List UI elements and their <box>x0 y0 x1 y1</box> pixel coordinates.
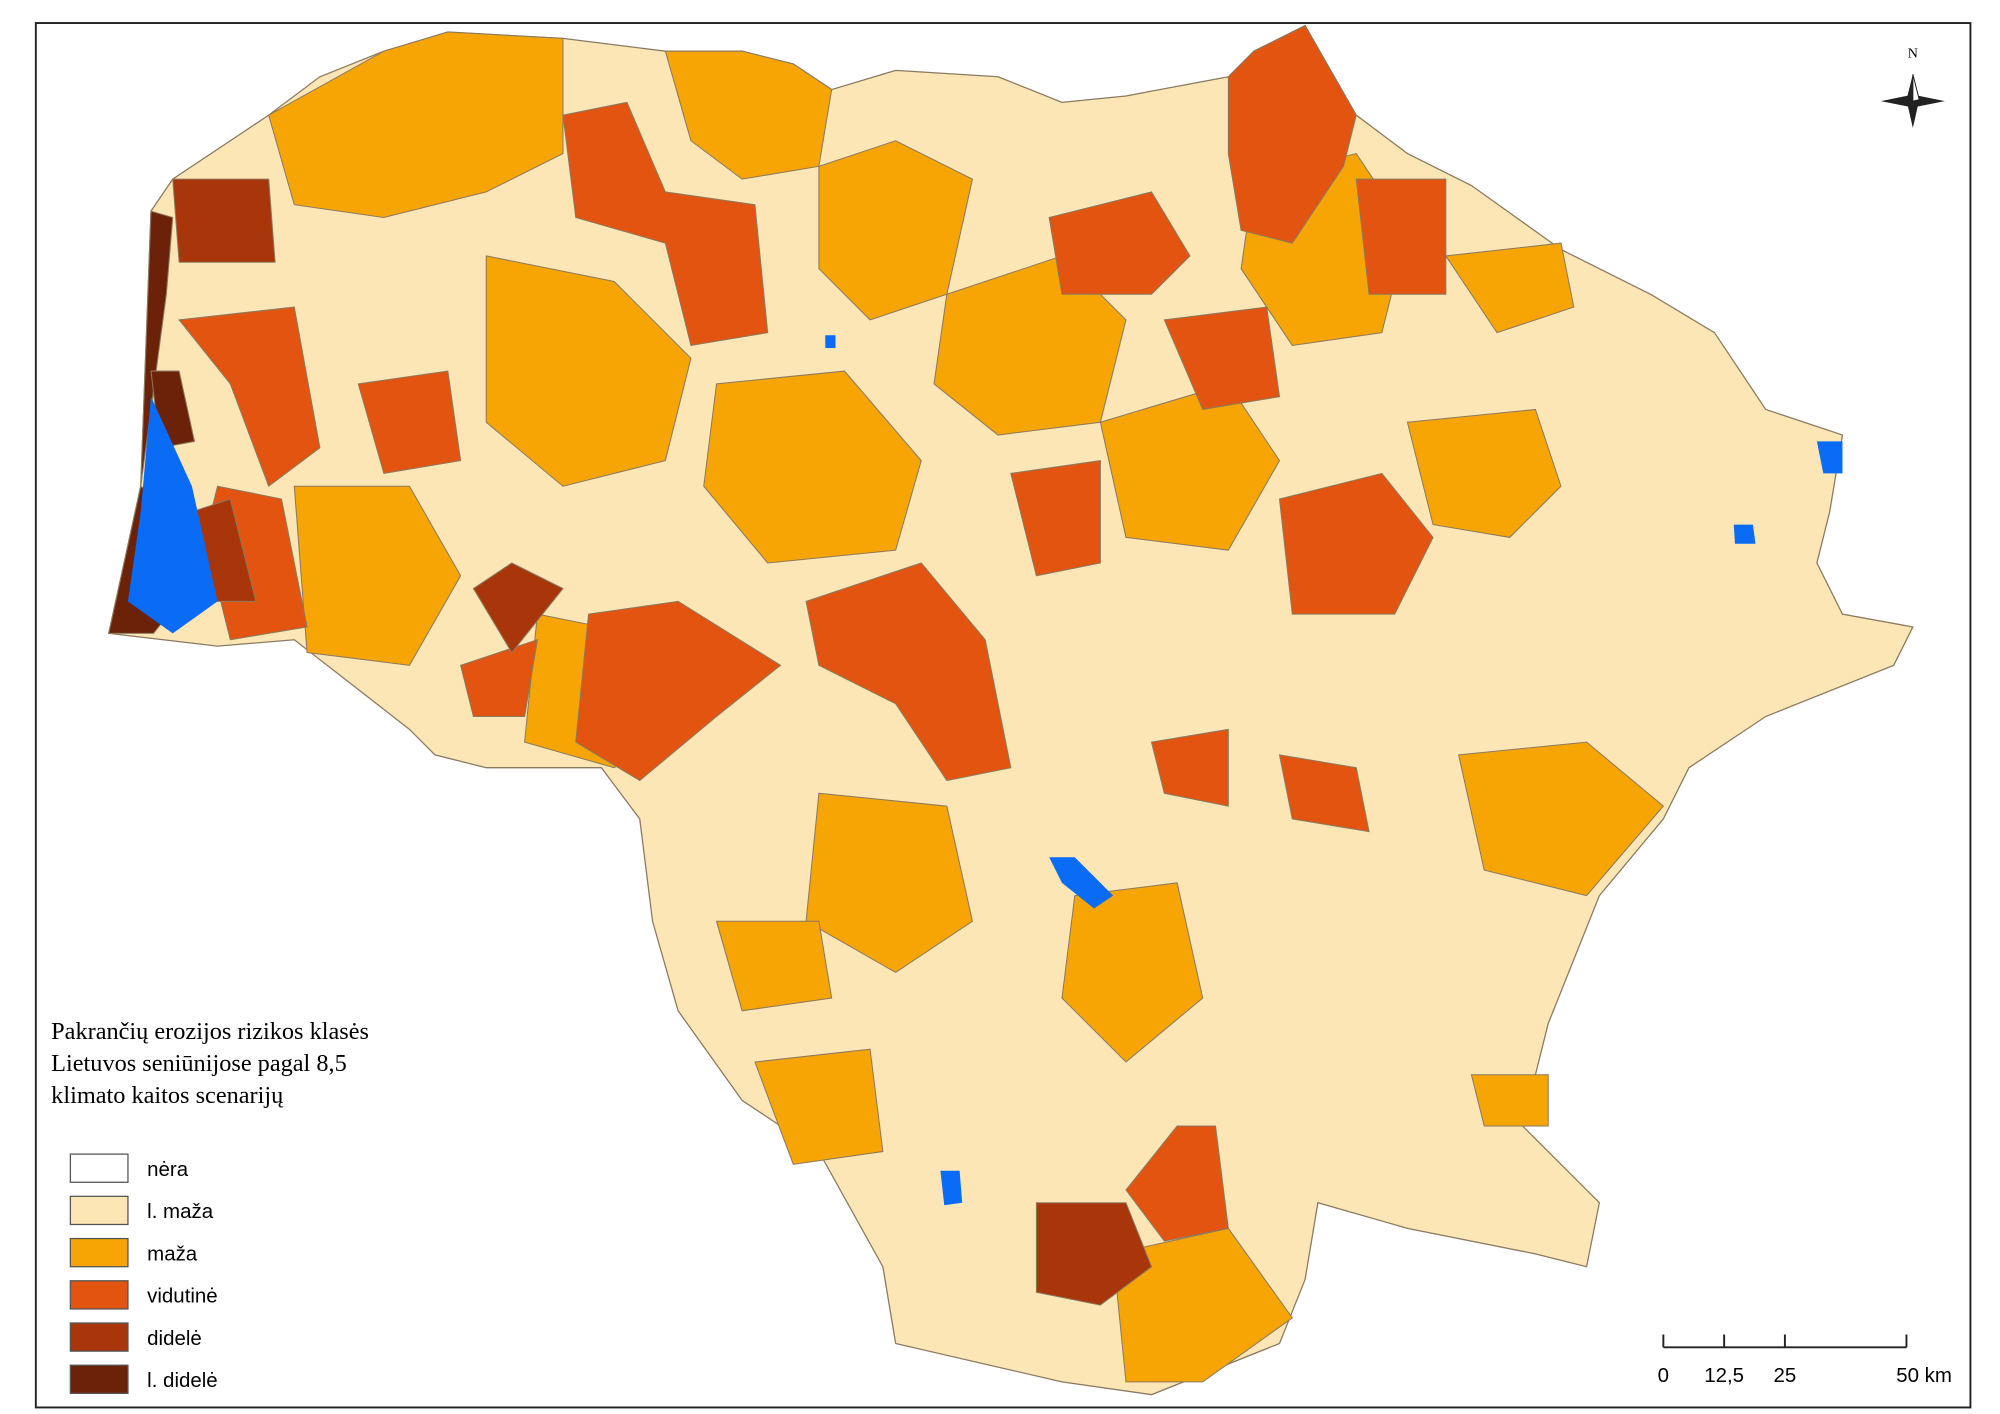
legend-label: vidutinė <box>147 1285 218 1308</box>
region <box>1163 306 1281 411</box>
region <box>1048 191 1191 295</box>
water <box>1733 524 1756 544</box>
region <box>1355 178 1447 295</box>
region <box>1470 1074 1549 1127</box>
region <box>1458 741 1665 897</box>
region <box>1150 728 1229 807</box>
region <box>1227 24 1357 244</box>
region <box>140 210 174 487</box>
legend-label: l. didelė <box>147 1369 218 1392</box>
legend-label: didelė <box>147 1327 202 1350</box>
scale-label: 25 <box>1774 1364 1797 1387</box>
legend-label: l. maža <box>147 1200 214 1223</box>
legend: nėra l. maža maža vidutinė didelė l. didelė <box>69 1153 218 1395</box>
region <box>472 562 564 654</box>
legend-swatch <box>69 1322 129 1352</box>
legend-title: Pakrančių erozijos rizikos klasės <box>51 1018 369 1045</box>
region <box>805 792 973 974</box>
legend-swatch <box>69 1195 129 1226</box>
region <box>1035 1202 1153 1306</box>
legend-label: maža <box>147 1242 198 1265</box>
legend-swatch <box>69 1280 129 1310</box>
legend-swatch <box>69 1153 129 1183</box>
scale-label: 12,5 <box>1704 1364 1744 1387</box>
legend-title: klimato kaitos scenarijų <box>51 1082 284 1109</box>
legend-label: nėra <box>147 1158 189 1181</box>
north-label: N <box>1908 46 1918 62</box>
region <box>357 370 462 474</box>
region <box>805 562 1012 782</box>
region <box>485 255 692 487</box>
water <box>127 396 218 634</box>
region <box>562 101 769 347</box>
legend-swatch <box>69 1364 129 1395</box>
scale-label: 0 <box>1658 1364 1669 1387</box>
legend-swatch <box>69 1237 129 1268</box>
scale-label: 50 km <box>1896 1364 1952 1387</box>
water <box>825 335 836 349</box>
water <box>1049 857 1114 909</box>
region <box>575 600 782 782</box>
scale-bar: 0 12,5 25 50 km <box>1658 1334 1952 1387</box>
water <box>940 1170 963 1206</box>
region <box>1406 408 1562 538</box>
map-group: N Pakrančių erozijos rizikos klasės Liet… <box>34 22 1972 1409</box>
region <box>1444 242 1575 334</box>
region <box>1278 472 1434 615</box>
region <box>1010 460 1101 577</box>
water <box>1816 441 1843 474</box>
region <box>703 370 922 564</box>
region <box>664 50 833 180</box>
region <box>178 306 321 488</box>
region <box>268 31 564 219</box>
region <box>1278 754 1370 833</box>
region <box>172 178 276 263</box>
region <box>1061 882 1204 1063</box>
land <box>107 24 1914 1396</box>
legend-title: Lietuvos seniūnijose pagal 8,5 <box>51 1050 347 1077</box>
region <box>1125 1125 1229 1242</box>
region <box>715 920 833 1012</box>
region <box>754 1048 884 1165</box>
